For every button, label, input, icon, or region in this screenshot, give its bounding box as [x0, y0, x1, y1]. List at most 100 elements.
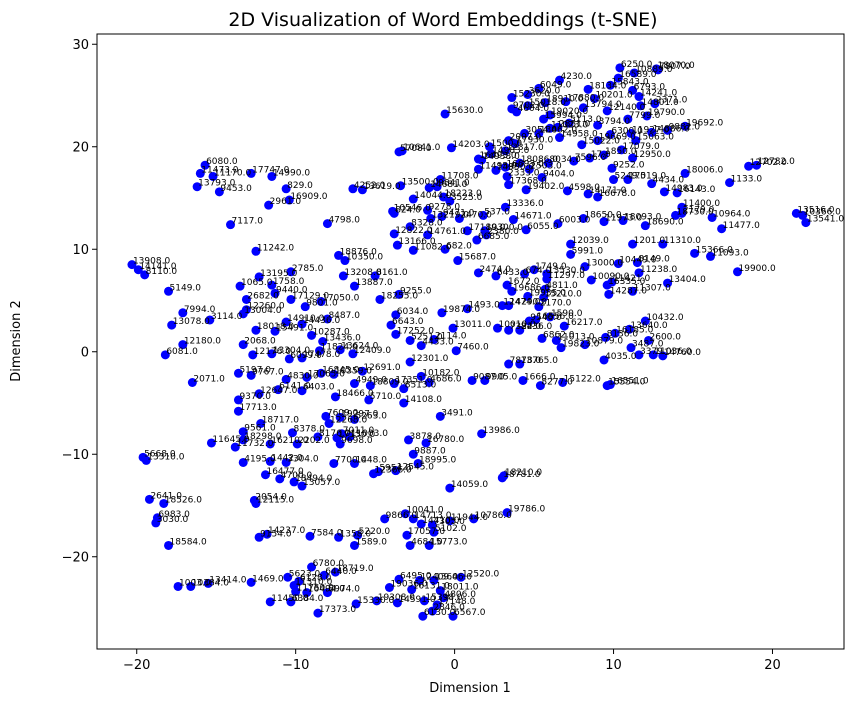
data-point [555, 75, 565, 85]
data-point [427, 520, 437, 530]
data-point [534, 302, 544, 312]
point-label: 5263.0 [355, 411, 387, 421]
point-label: 14591.0 [398, 595, 435, 605]
data-point [477, 429, 487, 439]
point-label: 14044.0 [414, 191, 451, 201]
point-label: 13011.0 [454, 320, 491, 330]
point-label: 17.0 [591, 150, 611, 160]
data-point [281, 457, 291, 467]
data-point [208, 171, 218, 181]
point-label: 13195.0 [260, 269, 297, 279]
point-label: 9905.0 [486, 372, 518, 382]
point-label: 1749.0 [535, 262, 567, 272]
point-label: 18650.0 [584, 211, 621, 221]
data-point [349, 379, 359, 389]
point-label: 4230.0 [561, 72, 593, 82]
data-point [507, 286, 517, 296]
point-label: 19692.0 [686, 118, 723, 128]
data-point [424, 540, 434, 550]
data-point [543, 158, 553, 168]
data-point [545, 110, 555, 120]
data-point [246, 577, 256, 587]
point-label: 2785.0 [292, 264, 324, 274]
point-label: 14410.0 [422, 516, 459, 526]
data-point [370, 271, 380, 281]
data-point [613, 73, 623, 83]
point-label: 17189.0 [468, 223, 505, 233]
data-point [626, 343, 636, 353]
point-label: 6141.0 [279, 382, 311, 392]
data-point [512, 107, 522, 117]
point-label: 8176.0 [319, 429, 351, 439]
point-label: 8277.0 [541, 378, 573, 388]
point-label: 13986.0 [483, 426, 520, 436]
point-label: 1493.0 [468, 301, 500, 311]
point-label: 5668.0 [144, 449, 176, 459]
point-label: 19020.0 [551, 107, 588, 117]
point-label: 18006.0 [686, 165, 723, 175]
data-point [205, 315, 215, 325]
data-point [262, 529, 272, 539]
point-label: 13004.0 [244, 306, 281, 316]
data-point [593, 120, 603, 130]
point-label: 10889.0 [635, 65, 672, 75]
point-label: 11944.0 [451, 513, 488, 523]
data-point [248, 350, 258, 360]
data-point [302, 372, 312, 382]
point-label: 16477.0 [266, 467, 303, 477]
data-point [408, 245, 418, 255]
data-point [605, 80, 615, 90]
point-label: 3054.0 [526, 125, 558, 135]
data-point [653, 65, 663, 75]
data-point [254, 389, 264, 399]
point-label: 4686.0 [430, 375, 462, 385]
data-point [159, 498, 169, 508]
point-label: 19874.0 [443, 305, 480, 315]
data-point [246, 168, 256, 178]
point-label: 9801.0 [306, 299, 338, 309]
point-label: 9887.0 [414, 446, 446, 456]
data-point [238, 435, 248, 445]
data-point [416, 371, 426, 381]
point-label: 1666.0 [524, 372, 556, 382]
point-label: 12409.0 [421, 572, 458, 582]
point-label: 12520.0 [462, 569, 499, 579]
data-point [192, 182, 202, 192]
data-point [388, 206, 398, 216]
data-point [534, 128, 544, 138]
point-label: 10641.0 [403, 143, 440, 153]
point-label: 11495.0 [479, 161, 516, 171]
data-point [416, 519, 426, 529]
point-label: 13640.0 [630, 321, 667, 331]
data-point [408, 514, 418, 524]
data-point [322, 219, 332, 229]
point-label: 15398.0 [425, 593, 462, 603]
data-point [659, 187, 669, 197]
data-point [599, 355, 609, 365]
point-label: 16909.0 [290, 192, 327, 202]
data-point [623, 175, 633, 185]
point-label: 18210.0 [505, 468, 542, 478]
point-label: 14983.0 [665, 184, 702, 194]
data-point [435, 586, 445, 596]
point-label: 10350.0 [346, 253, 383, 263]
data-point [593, 192, 603, 202]
data-point [529, 265, 539, 275]
point-label: 674.0 [526, 266, 552, 276]
data-point [524, 164, 534, 174]
data-point [448, 611, 458, 621]
point-label: 3379.0 [640, 347, 672, 357]
data-point [462, 304, 472, 314]
point-label: 6130.0 [424, 608, 456, 618]
point-label: 18995.0 [419, 455, 456, 465]
data-point [365, 381, 375, 391]
point-label: 5991.0 [572, 246, 604, 256]
data-point [623, 114, 633, 124]
data-point [626, 128, 636, 138]
data-point [405, 335, 415, 345]
point-label: 6003.0 [559, 216, 591, 226]
point-label: 13462.0 [540, 125, 577, 135]
point-label: 15022.0 [583, 137, 620, 147]
point-label: 5102.0 [435, 524, 467, 534]
point-label: 9453.0 [220, 184, 252, 194]
